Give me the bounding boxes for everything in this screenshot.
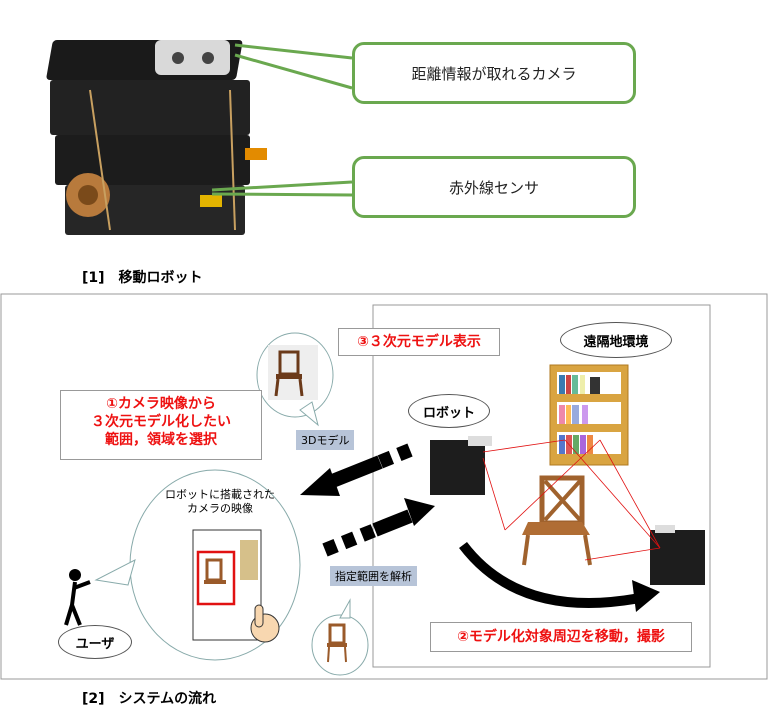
callout-ir-sensor: 赤外線センサ [352, 156, 636, 218]
arrow-user-to-robot [322, 498, 435, 557]
callout-ir-text: 赤外線センサ [448, 178, 539, 197]
camera-view-caption: ロボットに搭載された カメラの映像 [165, 488, 275, 515]
user-figure [64, 569, 91, 626]
user-label: ユーザ [58, 625, 132, 659]
view-lines [482, 439, 661, 561]
caption-mobile-robot: [1] 移動ロボット [82, 270, 203, 286]
robot-remote-1 [430, 436, 492, 495]
robot-photo [46, 40, 267, 235]
chair [522, 475, 592, 566]
step1-box: ①カメラ映像から ３次元モデル化したい 範囲，領域を選択 [60, 390, 262, 460]
caption-system-flow: [2] システムの流れ [82, 691, 217, 707]
callout-camera: 距離情報が取れるカメラ [352, 42, 636, 104]
callout-camera-text: 距離情報が取れるカメラ [411, 64, 577, 83]
remote-env-label: 遠隔地環境 [560, 322, 672, 358]
arrow-robot-move [459, 541, 660, 612]
chair-thumbnail-bubble [256, 332, 334, 427]
step2-box: ②モデル化対象周辺を移動，撮影 [430, 622, 692, 652]
tag-analyze: 指定範囲を解析 [330, 566, 417, 586]
camera-view-bubble [94, 469, 301, 661]
small-chair-bubble [311, 598, 369, 676]
arrow-model-to-user [300, 443, 413, 496]
bookshelf [549, 364, 629, 466]
robot-label: ロボット [408, 394, 490, 428]
step3-box: ③３次元モデル表示 [338, 328, 500, 356]
robot-remote-2 [650, 525, 705, 585]
tag-3d-model: 3Dモデル [296, 430, 355, 450]
